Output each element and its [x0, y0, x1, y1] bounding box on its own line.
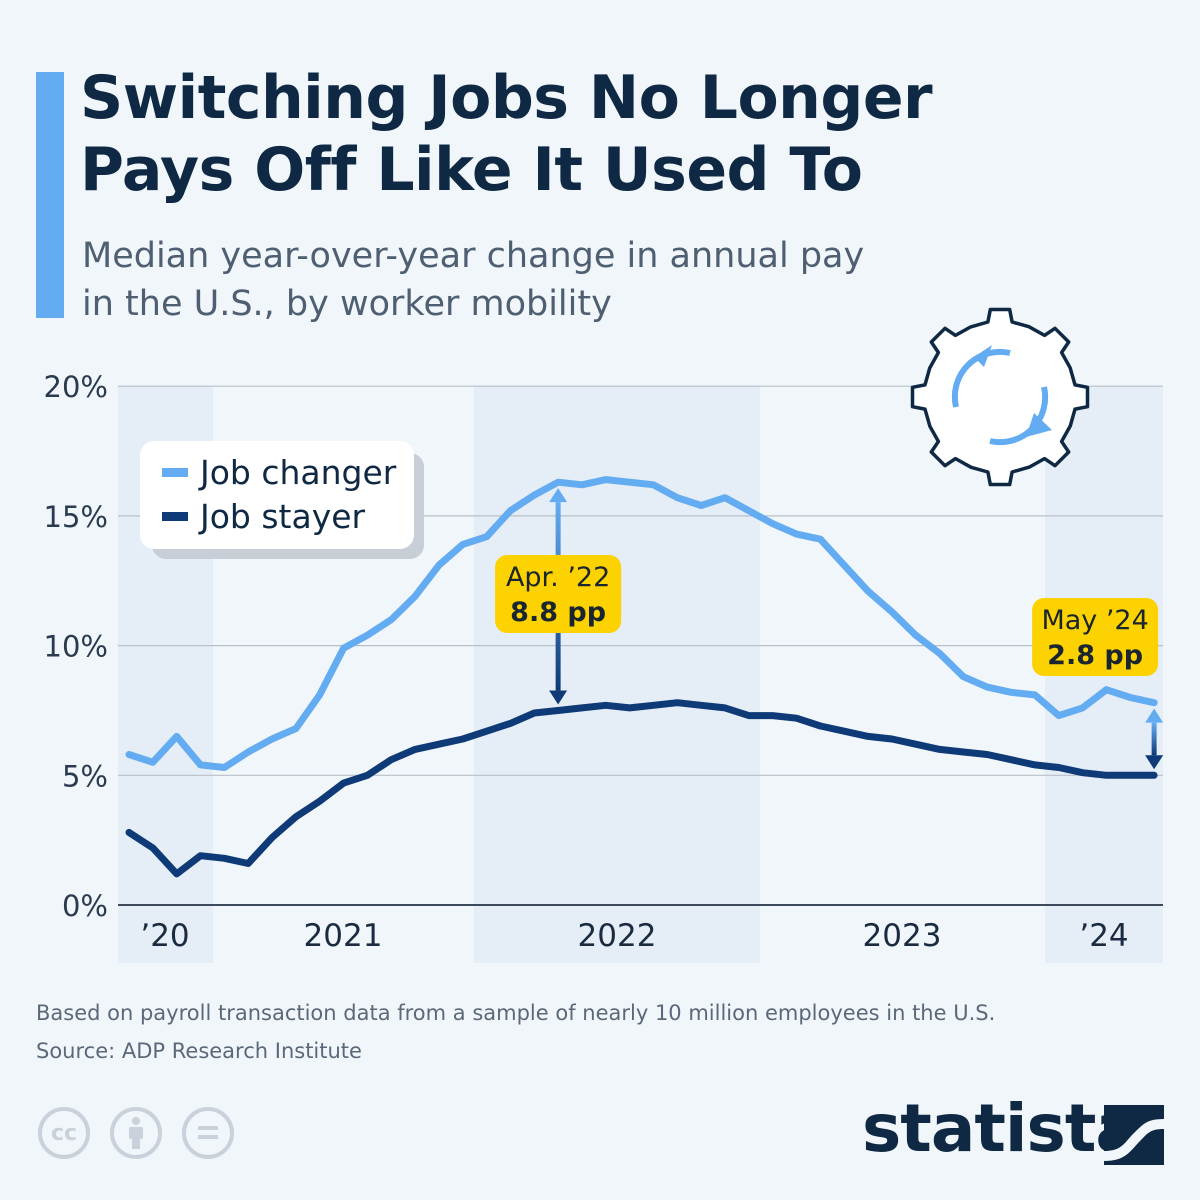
annotation-value: 8.8 pp	[510, 597, 606, 628]
refresh-arc	[951, 348, 1011, 408]
series-line-job-stayer	[125, 699, 1158, 878]
statista-logo-text[interactable]: statista	[862, 1090, 1140, 1167]
annotation-date: Apr. ’22	[506, 562, 610, 593]
no-derivatives-icon[interactable]	[182, 1107, 234, 1159]
x-tick-label: 2023	[863, 918, 942, 954]
subtitle-line-2: in the U.S., by worker mobility	[82, 284, 612, 324]
x-tick-label: 2022	[578, 918, 657, 954]
arrow-head-up	[1145, 708, 1164, 723]
title-accent-bar	[36, 72, 64, 318]
creative-commons-icon[interactable]: cc	[38, 1107, 90, 1159]
gear-outline	[910, 307, 1090, 487]
x-tick-label: ’20	[140, 918, 189, 954]
refresh-arrowhead	[974, 345, 992, 367]
arrow-head-down	[549, 690, 568, 705]
footnote: Based on payroll transaction data from a…	[36, 1001, 996, 1025]
arrow-shaft	[1151, 722, 1157, 756]
y-tick-label: 15%	[44, 500, 108, 534]
legend: Job changer Job stayer	[140, 441, 424, 559]
legend-label-job-changer: Job changer	[198, 453, 397, 492]
legend-swatch-job-stayer	[162, 512, 188, 521]
legend-label-job-stayer: Job stayer	[198, 497, 366, 536]
annotation-date: May ’24	[1041, 605, 1148, 636]
title-line-1: Switching Jobs No Longer	[80, 63, 933, 133]
series-line-job-changer	[125, 476, 1158, 771]
x-tick-label: 2021	[304, 918, 383, 954]
arrow-head-up	[549, 488, 568, 503]
x-tick-label: ’24	[1079, 918, 1128, 954]
annotation-value: 2.8 pp	[1047, 640, 1143, 671]
statista-logo-icon	[1104, 1105, 1164, 1165]
annotation-box	[1032, 598, 1159, 676]
title-line-2: Pays Off Like It Used To	[80, 135, 863, 205]
refresh-arrowhead	[1026, 413, 1052, 437]
year-band	[474, 386, 760, 963]
y-tick-label: 5%	[62, 759, 108, 793]
annotation-box	[495, 555, 622, 633]
attribution-icon[interactable]	[110, 1107, 162, 1159]
subtitle: Median year-over-year change in annual p…	[82, 232, 942, 328]
gap-arrow	[1145, 708, 1164, 770]
y-tick-label: 20%	[44, 370, 108, 404]
y-tick-label: 10%	[44, 630, 108, 664]
line-chart: 0% 5% 10% 15% 20% ’20 2021 2022 2023 ’24 Job cha…	[44, 307, 1164, 963]
source: Source: ADP Research Institute	[36, 1039, 362, 1063]
subtitle-line-1: Median year-over-year change in annual p…	[82, 236, 865, 276]
page-title: Switching Jobs No Longer Pays Off Like I…	[80, 62, 1080, 206]
legend-swatch-job-changer	[162, 468, 188, 477]
gear-refresh-icon	[910, 307, 1090, 487]
arrow-head-down	[1145, 755, 1164, 770]
y-tick-label: 0%	[62, 889, 108, 923]
